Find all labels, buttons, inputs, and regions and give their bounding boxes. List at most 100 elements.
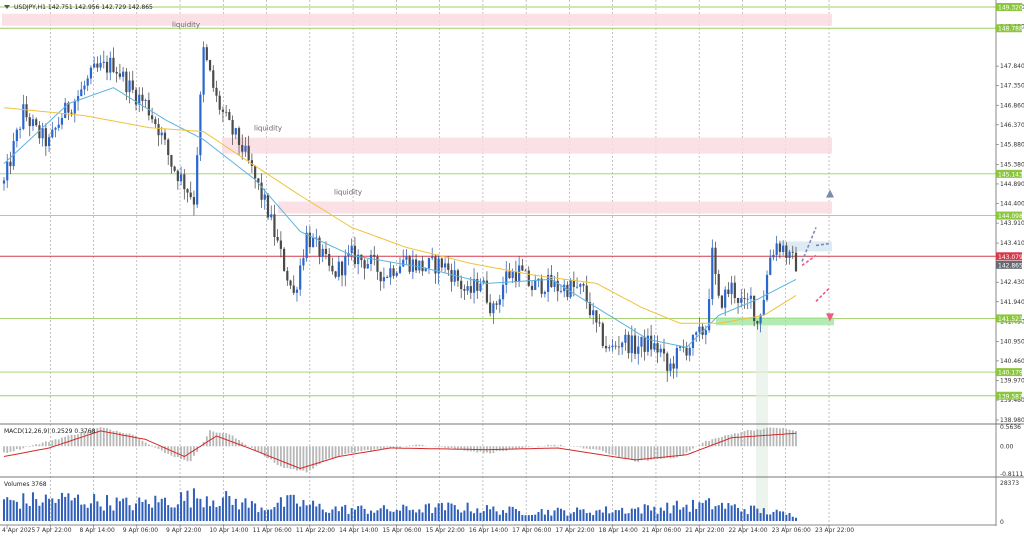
volume-bar: [785, 514, 788, 521]
candle-body: [724, 289, 727, 308]
macd-histogram-bar: [450, 446, 453, 448]
candle-body: [41, 128, 44, 139]
volume-bar: [80, 504, 83, 521]
candle-body: [437, 258, 440, 274]
macd-histogram-bar: [788, 429, 791, 447]
candle-body: [318, 237, 321, 257]
macd-histogram-bar: [366, 446, 369, 451]
macd-histogram-bar: [180, 446, 182, 460]
symbol-header-icon: [4, 5, 10, 9]
candle-body: [186, 189, 189, 193]
candle-body: [534, 280, 537, 290]
macd-histogram-bar: [196, 446, 199, 452]
candle-body: [756, 321, 759, 324]
volume-bar: [405, 506, 408, 521]
macd-histogram-bar: [659, 446, 662, 459]
price-tag: [996, 391, 1022, 400]
candle-body: [292, 285, 295, 293]
volume-bar: [118, 501, 121, 521]
candle-body: [518, 265, 521, 282]
time-tick-label: 11 Apr 06:00: [253, 527, 292, 534]
macd-histogram-bar: [189, 446, 192, 462]
macd-histogram-bar: [743, 431, 746, 447]
candle-body: [617, 346, 621, 348]
candle-body: [447, 263, 450, 270]
macd-histogram-bar: [147, 444, 150, 447]
macd-histogram-bar: [614, 446, 617, 456]
volume-bar: [563, 510, 566, 521]
volume-bar: [440, 502, 443, 521]
projection-arrowhead: [826, 189, 834, 198]
candle-body: [489, 302, 492, 314]
volume-bar: [353, 509, 356, 521]
volume-bar: [115, 497, 118, 521]
volume-bar: [89, 503, 92, 521]
macd-histogram-bar: [553, 444, 556, 447]
volume-bar: [527, 515, 530, 521]
candle-body: [505, 271, 508, 285]
macd-histogram-bar: [270, 446, 273, 460]
volume-bar: [598, 509, 601, 521]
volume-bar: [347, 513, 350, 521]
price-tick-label: 145.880: [1000, 141, 1024, 148]
macd-histogram-bar: [466, 446, 469, 452]
candle-body: [57, 124, 60, 128]
macd-histogram-bar: [730, 434, 733, 447]
candle-body: [179, 174, 183, 182]
candle-body: [440, 258, 443, 268]
candle-body: [720, 295, 724, 308]
macd-histogram-bar: [12, 446, 15, 452]
price-tag-label: 143.079: [998, 254, 1023, 261]
macd-histogram-bar: [135, 435, 137, 447]
volume-bar: [463, 510, 466, 521]
macd-histogram-bar: [215, 432, 218, 447]
volume-tick-label: 0: [1000, 519, 1004, 526]
candle-body: [96, 63, 99, 68]
macd-histogram-bar: [733, 433, 736, 447]
price-tick-label: 139.480: [1000, 397, 1024, 404]
macd-histogram-bar: [762, 428, 765, 447]
candle-body: [472, 279, 476, 293]
volume-bar: [370, 510, 373, 521]
volume-bar: [498, 514, 501, 521]
volume-bar: [576, 507, 579, 521]
candle-body: [254, 165, 257, 179]
volume-bar: [421, 512, 424, 521]
volume-bar: [762, 508, 765, 521]
candle-body: [89, 67, 93, 79]
volume-bar: [666, 502, 669, 521]
time-tick-label: 4 Apr 2025: [2, 527, 35, 534]
macd-histogram-bar: [785, 428, 788, 447]
volume-bar: [109, 505, 112, 521]
candle-body: [47, 137, 51, 147]
candle-body: [340, 261, 344, 276]
volume-bar: [341, 506, 344, 521]
candle-body: [167, 139, 170, 156]
volume-bar: [495, 511, 498, 521]
volume-bar: [476, 508, 479, 521]
candle-body: [321, 248, 324, 257]
candle-body: [743, 298, 746, 300]
volume-bar: [611, 512, 614, 521]
candle-body: [775, 243, 778, 255]
macd-histogram-bar: [395, 446, 398, 448]
macd-histogram-bar: [128, 433, 131, 447]
price-tick-label: 145.380: [1000, 161, 1024, 168]
volume-bar: [183, 500, 186, 521]
volume-bar: [192, 488, 195, 521]
candle-body: [379, 271, 382, 282]
volume-bar: [582, 509, 585, 521]
macd-histogram-bar: [209, 430, 211, 447]
volume-bar: [64, 496, 67, 521]
volume-bar: [25, 503, 28, 521]
macd-histogram-bar: [164, 446, 166, 454]
volume-bar: [99, 506, 102, 521]
macd-histogram-bar: [328, 446, 331, 459]
macd-histogram-bar: [688, 446, 691, 451]
volume-bar: [592, 515, 595, 521]
liquidity-label: liquidity: [334, 189, 362, 197]
macd-histogram-bar: [779, 428, 781, 447]
macd-histogram-bar: [518, 446, 521, 449]
candle-body: [669, 363, 672, 371]
